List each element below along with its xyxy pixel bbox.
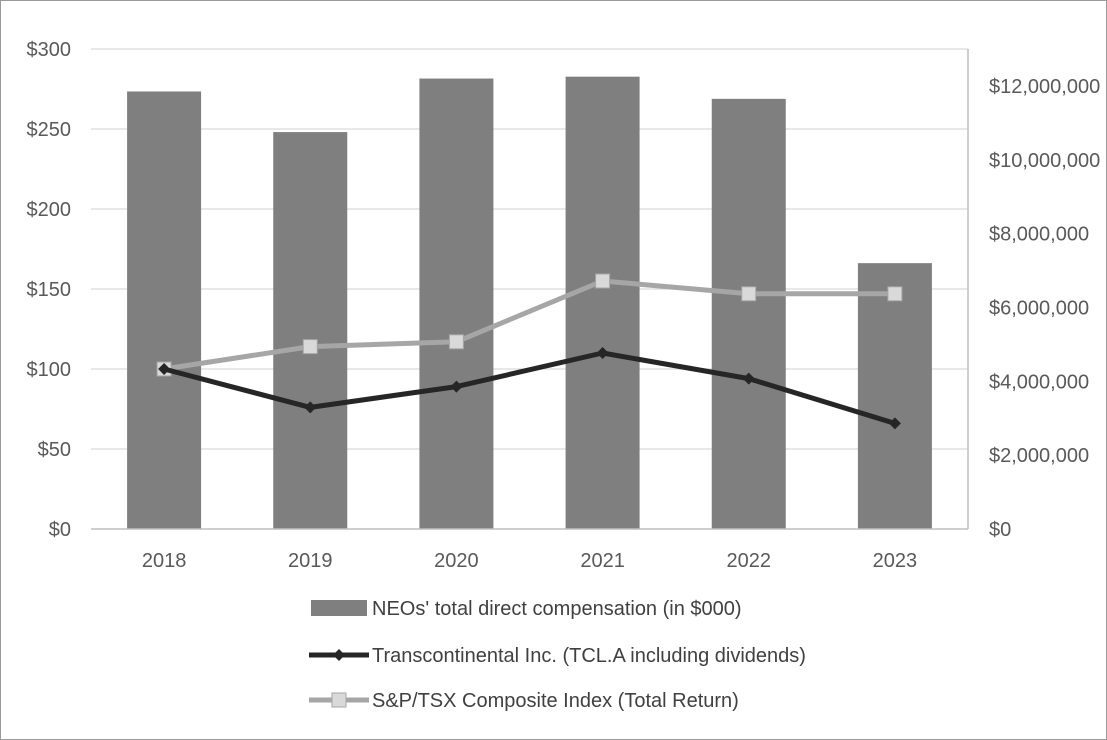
x-tick-label: 2021 [580,550,625,572]
diamond-marker [450,380,463,393]
right-tick-label: $12,000,000 [989,76,1100,98]
diamond-marker [158,363,171,375]
square-marker [887,286,903,302]
left-tick-label: $250 [27,119,72,141]
legend-label: Transcontinental Inc. (TCL.A including d… [372,645,806,667]
diamond-marker [333,649,345,661]
right-tick-label: $10,000,000 [989,150,1100,172]
right-tick-label: $0 [989,519,1011,541]
legend-label: S&P/TSX Composite Index (Total Return) [372,690,739,712]
square-marker [448,334,464,350]
bar [273,132,348,530]
bar [565,76,640,529]
left-tick-label: $150 [27,279,72,301]
left-tick-label: $300 [27,39,72,61]
x-tick-label: 2020 [434,550,479,572]
left-axis-ticks: $0 $50 $100 $150 $200 $250 $300 [27,39,72,541]
square-marker [302,339,318,355]
right-tick-label: $2,000,000 [989,445,1089,467]
x-axis-ticks: 2018 2019 2020 2021 2022 2023 [142,550,917,572]
axes [91,49,969,530]
left-tick-label: $200 [27,199,72,221]
diamond-marker [888,417,901,430]
x-tick-label: 2018 [142,550,187,572]
square-marker [741,286,757,302]
square-marker [595,273,611,289]
bar [711,98,786,529]
right-axis-ticks: $0 $2,000,000 $4,000,000 $6,000,000 $8,000,0… [989,76,1100,541]
series-line [163,278,895,372]
legend: NEOs' total direct compensation (in $000… [309,598,806,712]
gridlines [91,48,968,450]
series-line [163,350,896,426]
bar [857,263,932,529]
diamond-marker [742,372,755,385]
bar [419,78,494,530]
diamond-marker [304,401,317,414]
line-series [156,273,903,430]
square-marker [331,692,347,708]
bar-series [127,76,932,530]
right-tick-label: $4,000,000 [989,371,1089,393]
x-tick-label: 2022 [727,550,772,572]
bar [127,91,202,529]
legend-swatch-bar [311,600,367,616]
right-tick-label: $8,000,000 [989,224,1089,246]
x-tick-label: 2023 [873,550,918,572]
right-tick-label: $6,000,000 [989,297,1089,319]
diamond-marker [596,347,609,359]
left-tick-label: $50 [38,439,71,461]
left-tick-label: $100 [27,359,72,381]
left-tick-label: $0 [49,519,71,541]
x-tick-label: 2019 [288,550,333,572]
legend-label: NEOs' total direct compensation (in $000… [372,598,742,620]
